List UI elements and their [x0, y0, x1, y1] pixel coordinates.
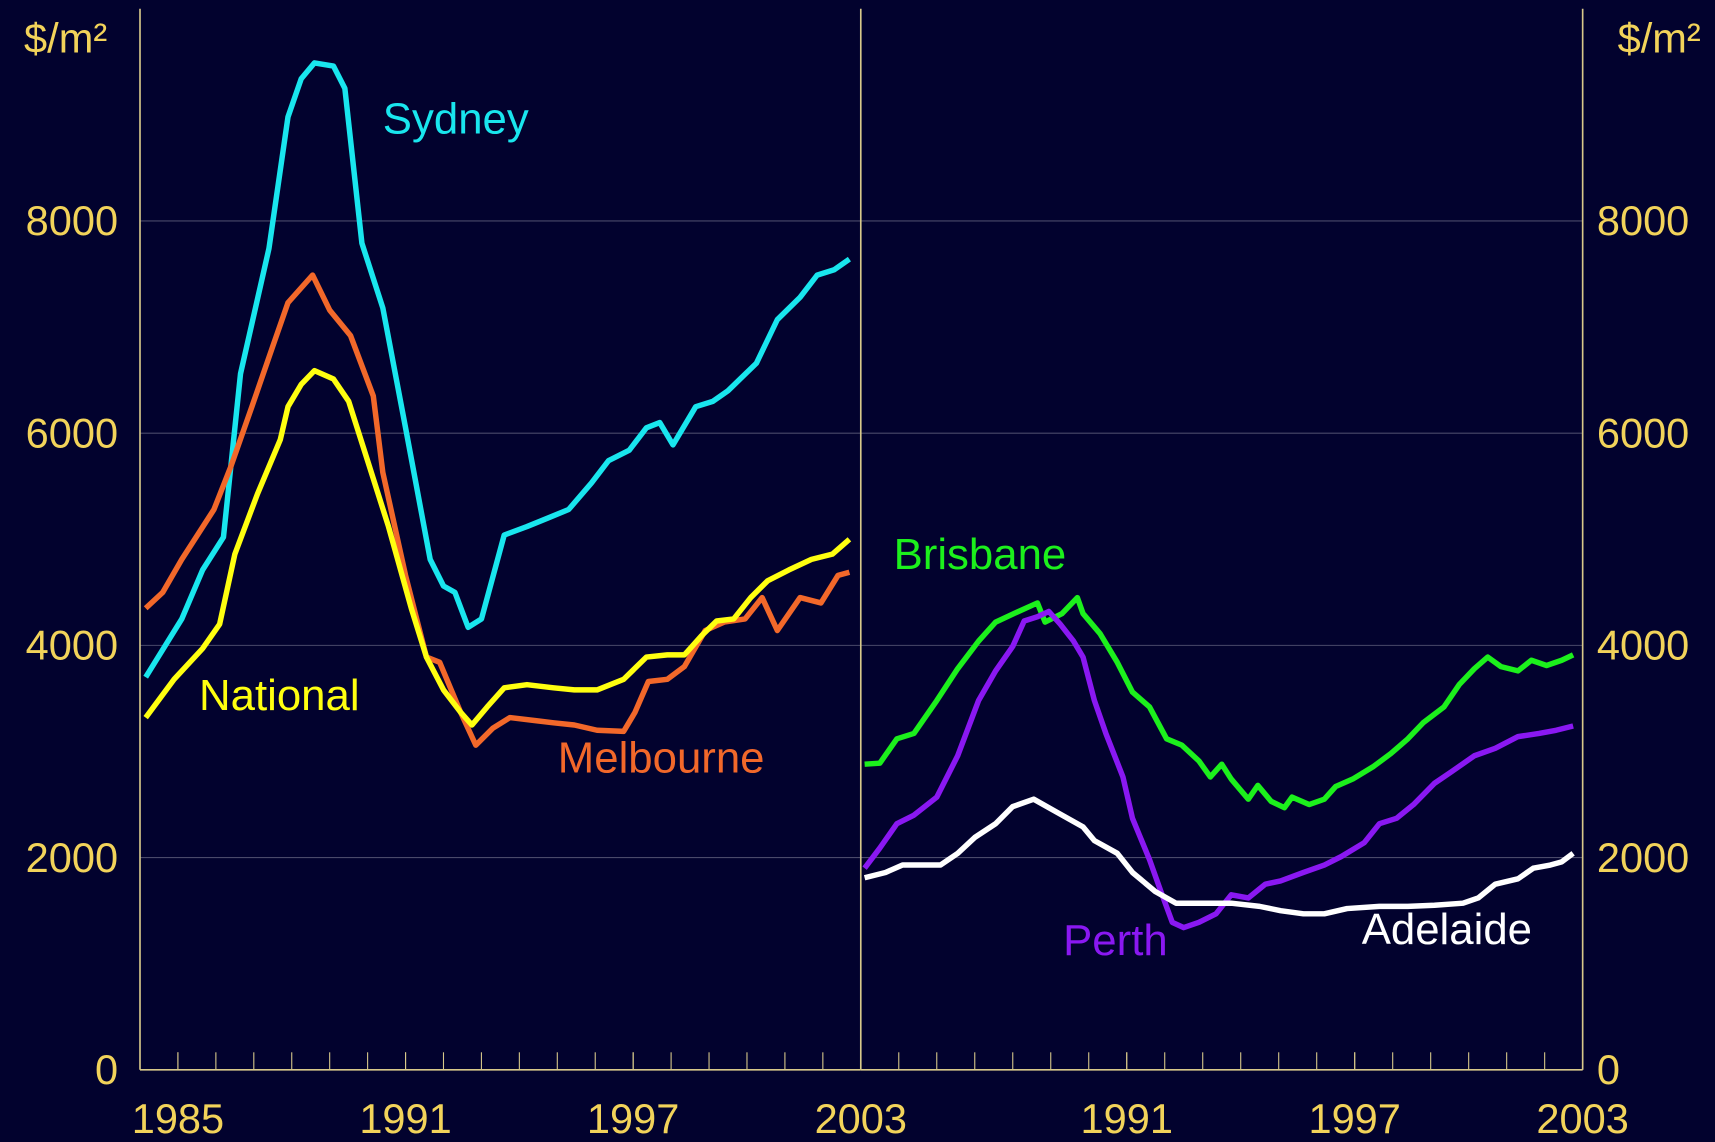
series-line [143, 367, 852, 728]
y-tick-label: 8000 [1597, 197, 1689, 244]
series-label: Perth [1063, 916, 1168, 965]
x-tick-label: 1991 [1081, 1095, 1173, 1142]
x-tick-label: 2003 [815, 1095, 907, 1142]
y-tick-label: 2000 [1597, 834, 1689, 881]
y-tick-label: 2000 [26, 834, 118, 881]
series-line [864, 594, 1575, 811]
x-tick-label: 1997 [587, 1095, 679, 1142]
x-tick-label: 1985 [132, 1095, 224, 1142]
y-tick-label: 8000 [26, 197, 118, 244]
y-tick-label: 4000 [26, 622, 118, 669]
series-line [143, 60, 851, 679]
x-tick-label: 1997 [1308, 1095, 1400, 1142]
series-line [862, 608, 1574, 931]
series-label: National [199, 671, 360, 720]
y-tick-label: 0 [1597, 1046, 1620, 1093]
series-label: Adelaide [1362, 905, 1532, 954]
y-axis-label: $/m² [24, 15, 107, 62]
y-tick-label: 0 [95, 1046, 118, 1093]
series-line [143, 272, 851, 748]
y-tick-label: 4000 [1597, 622, 1689, 669]
y-tick-label: 6000 [26, 409, 118, 456]
y-axis-label: $/m² [1618, 15, 1701, 62]
series-label: Melbourne [558, 733, 765, 782]
series-line [863, 796, 1575, 917]
series-label: Sydney [383, 94, 529, 143]
series-label: Brisbane [894, 530, 1067, 579]
y-tick-label: 6000 [1597, 409, 1689, 456]
x-tick-label: 1991 [359, 1095, 451, 1142]
x-tick-label: 2003 [1536, 1095, 1628, 1142]
